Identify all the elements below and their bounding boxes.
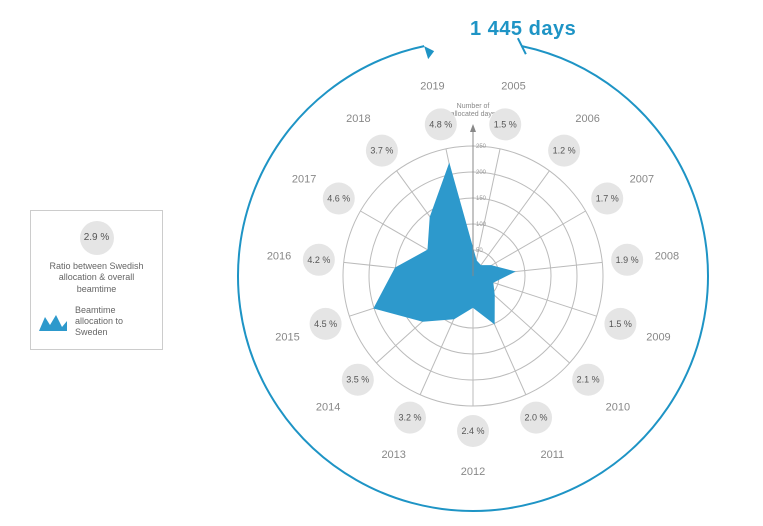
- pct-label: 4.2 %: [307, 255, 330, 265]
- axis-tick-label: 100: [476, 222, 487, 228]
- year-label: 2006: [575, 113, 599, 125]
- pct-label: 4.6 %: [327, 194, 350, 204]
- pct-label: 2.4 %: [461, 426, 484, 436]
- pct-label: 1.2 %: [553, 146, 576, 156]
- pct-label: 2.1 %: [577, 375, 600, 385]
- pct-label: 4.5 %: [314, 319, 337, 329]
- axis-tick-label: 250: [476, 144, 487, 150]
- year-label: 2018: [346, 113, 370, 125]
- axis-tick-label: 150: [476, 196, 487, 202]
- year-label: 2012: [461, 466, 485, 478]
- year-label: 2008: [655, 251, 679, 263]
- legend-alloc-text: Beamtime allocation to Sweden: [75, 305, 154, 339]
- pct-label: 1.9 %: [616, 255, 639, 265]
- year-label: 2007: [630, 174, 654, 186]
- year-label: 2017: [292, 174, 316, 186]
- pct-label: 1.5 %: [609, 319, 632, 329]
- axis-title: Number of: [457, 103, 490, 110]
- year-label: 2015: [275, 331, 299, 343]
- year-label: 2009: [646, 331, 670, 343]
- year-label: 2011: [540, 449, 564, 461]
- axis-title: allocated days: [451, 111, 496, 118]
- year-label: 2016: [267, 251, 291, 263]
- axis-tick-label: 50: [476, 248, 483, 254]
- year-label: 2005: [501, 80, 525, 92]
- year-label: 2019: [420, 80, 444, 92]
- radar-polygon: [374, 164, 514, 323]
- year-label: 2010: [606, 401, 630, 413]
- pct-label: 3.7 %: [370, 146, 393, 156]
- pct-label: 2.0 %: [525, 413, 548, 423]
- radar-chart: 50100150200250Number ofallocated days1.5…: [210, 0, 736, 526]
- pct-label: 4.8 %: [429, 119, 452, 129]
- legend-ratio-text: Ratio between Swedish allocation & overa…: [39, 261, 154, 295]
- pct-label: 3.2 %: [398, 413, 421, 423]
- axis-arrow: [470, 124, 476, 132]
- pct-label: 1.5 %: [494, 119, 517, 129]
- year-label: 2014: [316, 401, 340, 413]
- axis-tick-label: 200: [476, 170, 487, 176]
- mountain-icon: [39, 313, 67, 331]
- legend-sample-bubble: 2.9 %: [80, 221, 114, 255]
- outer-arc-arrow: [424, 46, 434, 59]
- year-label: 2013: [381, 449, 405, 461]
- pct-label: 1.7 %: [596, 194, 619, 204]
- legend-box: 2.9 % Ratio between Swedish allocation &…: [30, 210, 163, 350]
- pct-label: 3.5 %: [346, 375, 369, 385]
